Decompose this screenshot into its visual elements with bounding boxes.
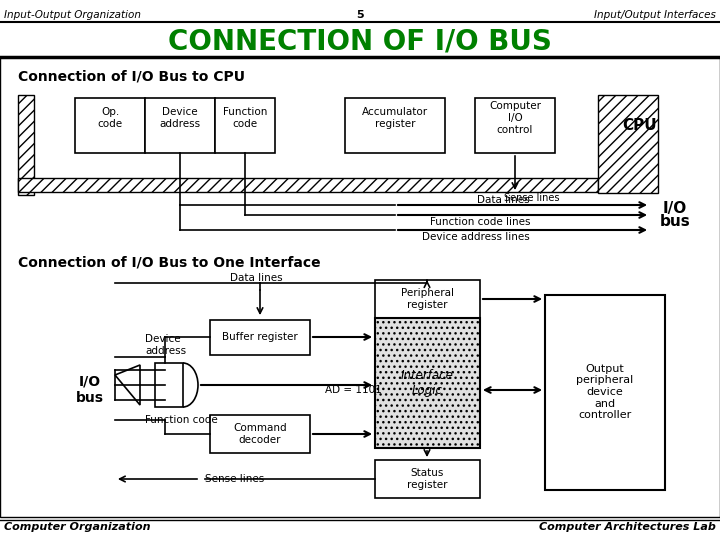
Text: Op.
code: Op. code <box>97 107 122 129</box>
Text: bus: bus <box>660 214 690 230</box>
Text: Output
peripheral
device
and
controller: Output peripheral device and controller <box>577 364 634 420</box>
FancyBboxPatch shape <box>215 98 275 153</box>
FancyBboxPatch shape <box>375 280 480 318</box>
Text: Function
code: Function code <box>222 107 267 129</box>
Text: Input/Output Interfaces: Input/Output Interfaces <box>594 10 716 20</box>
FancyBboxPatch shape <box>145 98 215 153</box>
FancyBboxPatch shape <box>210 320 310 355</box>
Text: Accumulator
register: Accumulator register <box>362 107 428 129</box>
Text: Computer
I/O
control: Computer I/O control <box>489 102 541 134</box>
Text: Device
address: Device address <box>145 334 186 356</box>
Text: Peripheral
register: Peripheral register <box>400 288 454 310</box>
FancyBboxPatch shape <box>0 57 720 517</box>
Text: Function code: Function code <box>145 415 217 425</box>
FancyBboxPatch shape <box>18 178 598 192</box>
Text: Connection of I/O Bus to CPU: Connection of I/O Bus to CPU <box>18 70 245 84</box>
Text: Command
decoder: Command decoder <box>233 423 287 445</box>
Text: Computer Architectures Lab: Computer Architectures Lab <box>539 522 716 532</box>
FancyBboxPatch shape <box>0 22 720 57</box>
Text: Function code lines: Function code lines <box>430 217 530 227</box>
Text: Computer Organization: Computer Organization <box>4 522 150 532</box>
FancyBboxPatch shape <box>18 95 34 195</box>
Text: Sense lines: Sense lines <box>505 193 560 203</box>
FancyBboxPatch shape <box>375 318 480 448</box>
Text: Input-Output Organization: Input-Output Organization <box>4 10 141 20</box>
Text: I/O: I/O <box>663 200 687 215</box>
Text: Status
register: Status register <box>407 468 447 490</box>
Text: Buffer register: Buffer register <box>222 332 298 342</box>
Text: CONNECTION OF I/O BUS: CONNECTION OF I/O BUS <box>168 27 552 55</box>
Text: Device address lines: Device address lines <box>422 232 530 242</box>
Text: I/O
bus: I/O bus <box>76 375 104 405</box>
Text: Data lines: Data lines <box>477 195 530 205</box>
Text: Device
address: Device address <box>159 107 201 129</box>
FancyBboxPatch shape <box>75 98 145 153</box>
FancyBboxPatch shape <box>155 363 183 407</box>
Text: Connection of I/O Bus to One Interface: Connection of I/O Bus to One Interface <box>18 255 320 269</box>
FancyBboxPatch shape <box>475 98 555 153</box>
FancyBboxPatch shape <box>210 415 310 453</box>
FancyBboxPatch shape <box>598 95 658 193</box>
Text: Data lines: Data lines <box>230 273 283 283</box>
Text: Sense lines: Sense lines <box>205 474 264 484</box>
FancyBboxPatch shape <box>545 295 665 490</box>
FancyBboxPatch shape <box>375 460 480 498</box>
Text: 5: 5 <box>356 10 364 20</box>
Text: CPU: CPU <box>623 118 657 132</box>
Text: Interface
Logic: Interface Logic <box>400 369 454 397</box>
Text: AD = 1101: AD = 1101 <box>325 385 382 395</box>
FancyBboxPatch shape <box>345 98 445 153</box>
